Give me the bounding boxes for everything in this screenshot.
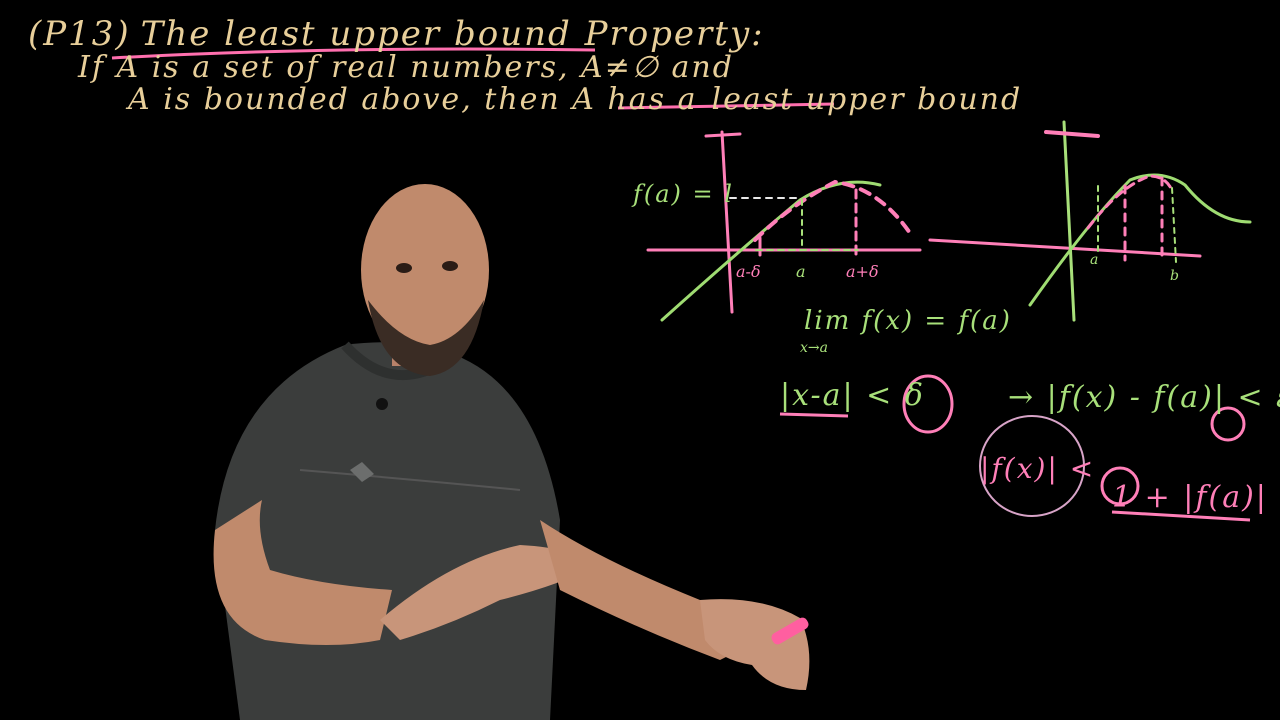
- bound-circle: [979, 415, 1085, 517]
- right-tick-b: b: [1170, 268, 1181, 284]
- fa-label: f(a) = l: [633, 180, 734, 208]
- presenter: [213, 184, 810, 720]
- shirt: [215, 342, 560, 720]
- left-arm: [213, 500, 392, 645]
- delta-circle: [902, 374, 954, 434]
- right-hand: [700, 599, 810, 690]
- title-underline: [111, 47, 596, 60]
- epsilon-inequality: → |f(x) - f(a)| < ε: [1008, 380, 1280, 415]
- left-graph: [646, 130, 922, 322]
- left-tick-a-minus-delta: a-δ: [736, 262, 761, 281]
- theorem-heading: (P13) The least upper bound Property:: [28, 14, 765, 54]
- beard: [368, 300, 484, 376]
- lub-underline: [617, 102, 835, 110]
- delta-inequality: |x-a| < δ: [780, 378, 925, 413]
- head: [361, 184, 489, 356]
- right-tick-a: a: [1090, 252, 1101, 268]
- epsilon-circle: [1210, 406, 1246, 442]
- bound-inequality-left: |f(x)| <: [980, 452, 1096, 485]
- limit-subscript: x→a: [800, 340, 828, 356]
- theorem-line-3: A is bounded above, then A has a least up…: [128, 82, 1022, 117]
- marker: [771, 617, 809, 645]
- theorem-line-3-main: A is bounded above, then A has a: [128, 82, 698, 117]
- right-graph: [928, 120, 1252, 322]
- left-tick-a: a: [796, 262, 808, 281]
- one-circle: [1100, 466, 1140, 506]
- limit-expression: lim f(x) = f(a): [804, 306, 1012, 336]
- bound-inequality-right: 1 + |f(a)|: [1112, 480, 1268, 515]
- theorem-line-2: If A is a set of real numbers, A≠∅ and: [78, 50, 734, 85]
- lapel-mic: [376, 398, 388, 410]
- left-tick-a-plus-delta: a+δ: [846, 262, 879, 281]
- theorem-title: The least upper bound Property:: [140, 14, 765, 54]
- left-hand: [380, 545, 590, 640]
- theorem-number: (P13): [28, 14, 131, 54]
- theorem-line-3-emph: least upper bound: [711, 82, 1023, 117]
